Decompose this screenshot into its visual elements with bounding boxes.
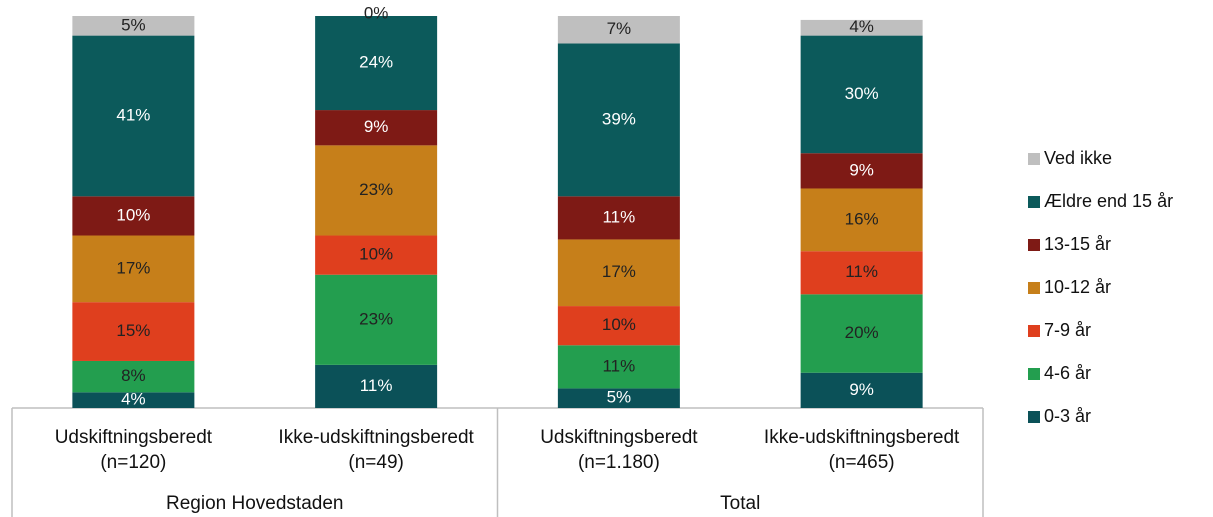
- x-tick-label: Ikke-udskiftningsberedt (n=465): [763, 427, 960, 473]
- data-label: 15%: [116, 321, 150, 340]
- legend-swatch: [1028, 152, 1040, 165]
- data-label: 11%: [602, 207, 635, 226]
- x-tick-label: Udskiftningsberedt (n=120): [54, 427, 213, 473]
- data-label: 5%: [121, 15, 146, 34]
- bar-segment: [800, 372, 923, 408]
- legend-swatch: [1028, 324, 1040, 337]
- bar-segment: [800, 251, 923, 295]
- data-label: 39%: [602, 109, 636, 128]
- data-label: 10%: [602, 315, 636, 334]
- data-label: 4%: [121, 390, 146, 409]
- legend-label: 13-15 år: [1044, 234, 1112, 254]
- bar-segment: [557, 196, 680, 240]
- bar-segment: [800, 294, 923, 373]
- bar-segment: [800, 153, 923, 189]
- legend-item: Ældre end 15 år: [1028, 191, 1173, 212]
- legend-label: 0-3 år: [1044, 406, 1092, 426]
- bar-segment: [315, 235, 438, 275]
- bar-segment: [800, 188, 923, 252]
- bar-segment: [557, 43, 680, 197]
- data-label: 10%: [116, 205, 150, 224]
- data-label: 20%: [845, 323, 879, 342]
- legend-swatch: [1028, 281, 1040, 294]
- bar-segment: [72, 302, 195, 361]
- bar-segment: [800, 35, 923, 154]
- data-label: 8%: [121, 366, 146, 385]
- data-label: 11%: [602, 356, 635, 375]
- data-label: 9%: [849, 380, 874, 399]
- bar-segment: [72, 16, 195, 36]
- data-label: 24%: [359, 53, 393, 72]
- data-label: 9%: [849, 160, 874, 179]
- data-label: 7%: [607, 19, 632, 38]
- bar-segment: [72, 35, 195, 197]
- data-label: 11%: [360, 376, 393, 395]
- bar-segment: [557, 388, 680, 408]
- data-label: 30%: [845, 84, 879, 103]
- bar-segment: [557, 16, 680, 44]
- legend-swatch: [1028, 238, 1040, 251]
- data-label: 17%: [602, 262, 636, 281]
- data-label: 41%: [116, 105, 150, 124]
- legend-swatch: [1028, 195, 1040, 208]
- bar-segment: [557, 239, 680, 307]
- bar-segment: [557, 345, 680, 389]
- data-label: 23%: [359, 180, 393, 199]
- legend-label: Ældre end 15 år: [1044, 191, 1174, 211]
- bar-segment: [315, 16, 438, 111]
- bar-segment: [72, 392, 195, 408]
- bar-segment: [72, 196, 195, 236]
- legend-label: 10-12 år: [1044, 277, 1112, 297]
- legend-item: 0-3 år: [1028, 406, 1091, 427]
- legend-swatch: [1028, 367, 1040, 380]
- bar-segment: [315, 364, 438, 408]
- data-label: 17%: [116, 258, 150, 277]
- bar-segment: [315, 145, 438, 236]
- legend-item: 13-15 år: [1028, 234, 1111, 255]
- data-label: 0%: [364, 3, 389, 22]
- bar-segment: [800, 19, 923, 36]
- legend-item: Ved ikke: [1028, 148, 1112, 169]
- data-label: 23%: [359, 309, 393, 328]
- legend-swatch: [1028, 410, 1040, 423]
- legend-item: 10-12 år: [1028, 277, 1111, 298]
- x-tick-label: Udskiftningsberedt (n=1.180): [540, 427, 698, 473]
- legend-item: 4-6 år: [1028, 363, 1091, 384]
- data-label: 10%: [359, 245, 393, 264]
- bar-segment: [557, 306, 680, 346]
- data-label: 9%: [364, 117, 389, 136]
- x-tick-label: Ikke-udskiftningsberedt (n=49): [278, 427, 474, 473]
- legend-label: Ved ikke: [1044, 148, 1113, 168]
- group-label: Total: [720, 493, 761, 514]
- legend-label: 4-6 år: [1044, 363, 1092, 383]
- data-label: 5%: [607, 388, 632, 407]
- group-label: Region Hovedstaden: [166, 493, 344, 514]
- bar-segment: [72, 360, 195, 393]
- data-label: 11%: [845, 262, 878, 281]
- legend-item: 7-9 år: [1028, 320, 1091, 341]
- data-label: 16%: [845, 209, 879, 228]
- bar-segment: [315, 274, 438, 365]
- bar-segment: [72, 235, 195, 303]
- data-label: 4%: [849, 17, 874, 36]
- bar-segment: [315, 110, 438, 146]
- legend-label: 7-9 år: [1044, 320, 1092, 340]
